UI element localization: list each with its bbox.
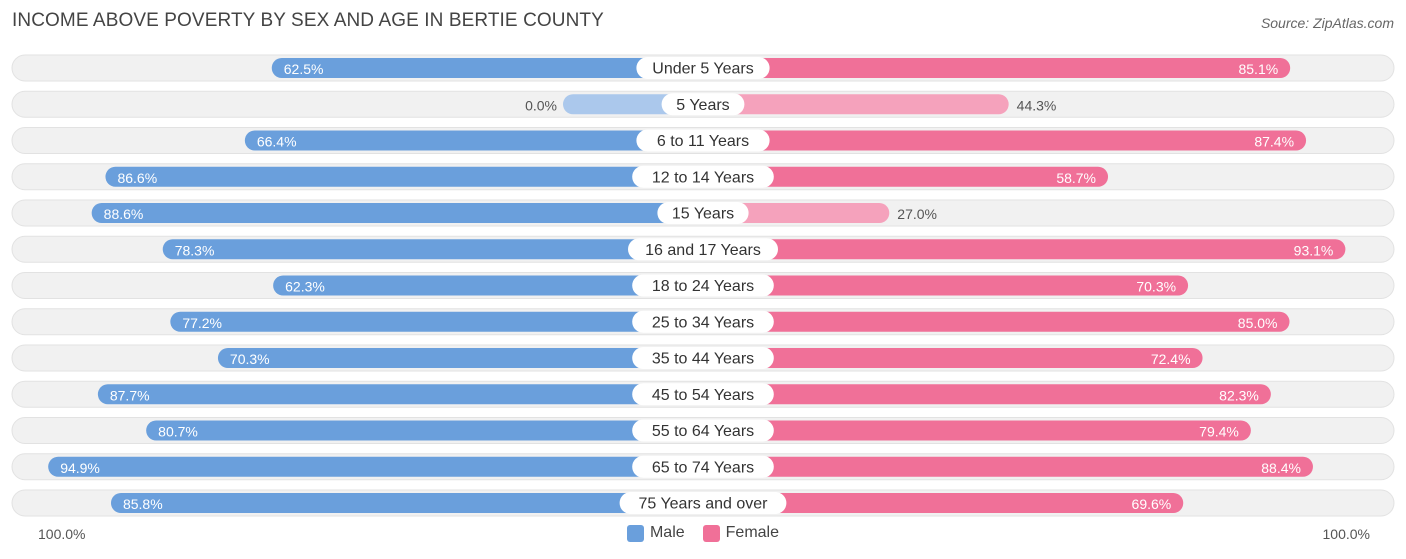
value-label-male: 77.2% [182,315,222,331]
value-label-male: 62.3% [285,279,325,295]
category-pill [619,492,787,514]
value-label-male: 80.7% [158,424,198,440]
value-label-female: 85.1% [1238,61,1278,77]
bar-female [703,493,1184,513]
bar-female [703,166,1109,187]
category-pill [632,419,774,442]
value-label-male: 0.0% [525,97,557,113]
category-label: 45 to 54 Years [652,387,754,404]
bar-female [703,130,1307,151]
value-label-male: 70.3% [230,351,270,367]
category-pill [632,347,774,369]
bar-male [273,275,703,296]
value-label-male: 88.6% [104,206,144,222]
value-label-female: 85.0% [1238,315,1278,331]
value-label-male: 62.5% [284,61,324,77]
legend-item-male[interactable]: Male [626,524,685,542]
category-label: 75 Years and over [639,496,769,513]
source-note: Source: ZipAtlas.com [1260,15,1394,31]
bar-female [703,275,1189,296]
legend-item-female[interactable]: Female [702,524,780,542]
value-label-male: 85.8% [123,496,163,512]
category-pill [632,455,774,478]
chart-title: INCOME ABOVE POVERTY BY SEX AND AGE IN B… [12,10,604,31]
value-label-female: 58.7% [1056,170,1096,186]
legend-label-male: Male [649,524,685,541]
legend: Male Female [0,524,1406,542]
bar-male [217,348,703,368]
bar-female [703,58,1291,78]
category-pill [636,129,770,152]
bar-male [244,130,703,151]
legend-swatch-female [702,524,720,542]
bar-male [146,420,704,441]
value-label-male: 94.9% [60,460,100,476]
value-label-female: 44.3% [1017,97,1057,113]
value-label-female: 69.6% [1132,496,1172,512]
bar-male [271,58,703,78]
value-label-male: 78.3% [175,242,215,258]
bar-male [48,456,703,477]
value-label-female: 72.4% [1151,351,1191,367]
bar-male [97,384,704,405]
category-label: 12 to 14 Years [652,169,754,186]
category-label: 35 to 44 Years [652,351,754,368]
bar-female [703,348,1203,368]
category-label: 5 Years [676,97,729,114]
category-pill [632,274,774,297]
category-label: 18 to 24 Years [652,278,754,295]
bar-male [162,239,704,260]
value-label-female: 93.1% [1294,242,1334,258]
category-label: 6 to 11 Years [657,133,749,150]
bar-female [703,311,1290,332]
value-label-female: 88.4% [1261,460,1301,476]
bar-male [91,203,703,223]
category-pill [628,238,778,261]
chart-area: 62.5% 85.1% Under 5 Years 0.0% 44.3% 5 Years 6… [11,54,1395,517]
bar-male [110,493,704,513]
bar-male [105,166,703,187]
bar-male [170,311,703,332]
category-pill [632,310,774,333]
category-label: 65 to 74 Years [652,459,754,476]
bar-female [703,94,1009,115]
value-label-male: 86.6% [117,170,157,186]
value-label-female: 82.3% [1219,387,1259,403]
category-label: 55 to 64 Years [652,423,754,440]
category-label: Under 5 Years [652,61,753,78]
bar-female [703,203,890,223]
legend-swatch-male [626,524,644,542]
category-label: 25 to 34 Years [652,314,754,331]
category-pill [632,165,774,188]
bar-female [703,456,1313,477]
bar-female [703,239,1346,260]
legend-label-female: Female [725,524,780,541]
bar-female [703,384,1271,405]
bar-female [703,420,1251,441]
value-label-female: 70.3% [1136,279,1176,295]
axis-left-label: 100.0% [38,526,86,542]
value-label-female: 87.4% [1254,134,1294,150]
axis-right-label: 100.0% [1322,526,1370,542]
category-label: 15 Years [672,206,734,223]
category-pill [657,202,749,224]
value-label-male: 87.7% [110,387,150,403]
value-label-female: 79.4% [1199,424,1239,440]
category-pill [636,57,770,79]
value-label-female: 27.0% [897,206,937,222]
value-label-male: 66.4% [257,134,297,150]
category-pill [632,383,774,406]
category-pill [661,93,745,116]
category-label: 16 and 17 Years [645,242,761,259]
